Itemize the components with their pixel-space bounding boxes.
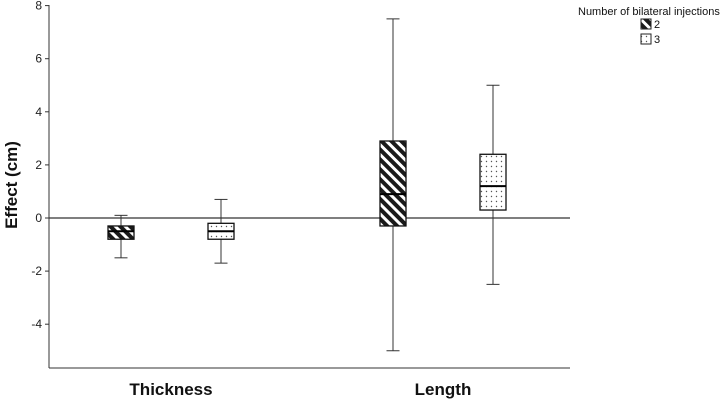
- y-tick-label: 4: [35, 105, 42, 119]
- box-series-2-thickness: [107, 214, 135, 259]
- boxes: [107, 18, 507, 352]
- box-iqr: [107, 225, 135, 240]
- box-iqr: [479, 153, 507, 211]
- y-axis-title: Effect (cm): [2, 141, 21, 229]
- y-ticks: 8 6 4 2 0 -2 -4: [31, 0, 49, 331]
- legend-swatch-2: [640, 18, 652, 30]
- legend-swatch-3: [640, 33, 652, 45]
- box-series-3-length: [479, 84, 507, 285]
- box-series-3-thickness: [207, 198, 235, 264]
- y-tick-label: 0: [35, 211, 42, 225]
- box-series-2-length: [379, 18, 407, 352]
- legend-title: Number of bilateral injections: [578, 6, 720, 18]
- legend: Number of bilateral injections 2 3: [578, 6, 720, 46]
- y-tick-label: 8: [35, 0, 42, 13]
- y-tick-label: 6: [35, 52, 42, 66]
- box-iqr: [379, 140, 407, 227]
- legend-label-2: 2: [654, 19, 660, 31]
- y-tick-label: -4: [31, 317, 42, 331]
- y-tick-label: 2: [35, 158, 42, 172]
- x-category-label-length: Length: [415, 380, 472, 399]
- y-tick-label: -2: [31, 264, 42, 278]
- legend-label-3: 3: [654, 34, 660, 46]
- category-labels: Thickness Length: [129, 380, 471, 399]
- axes: [48, 5, 570, 369]
- x-category-label-thickness: Thickness: [129, 380, 212, 399]
